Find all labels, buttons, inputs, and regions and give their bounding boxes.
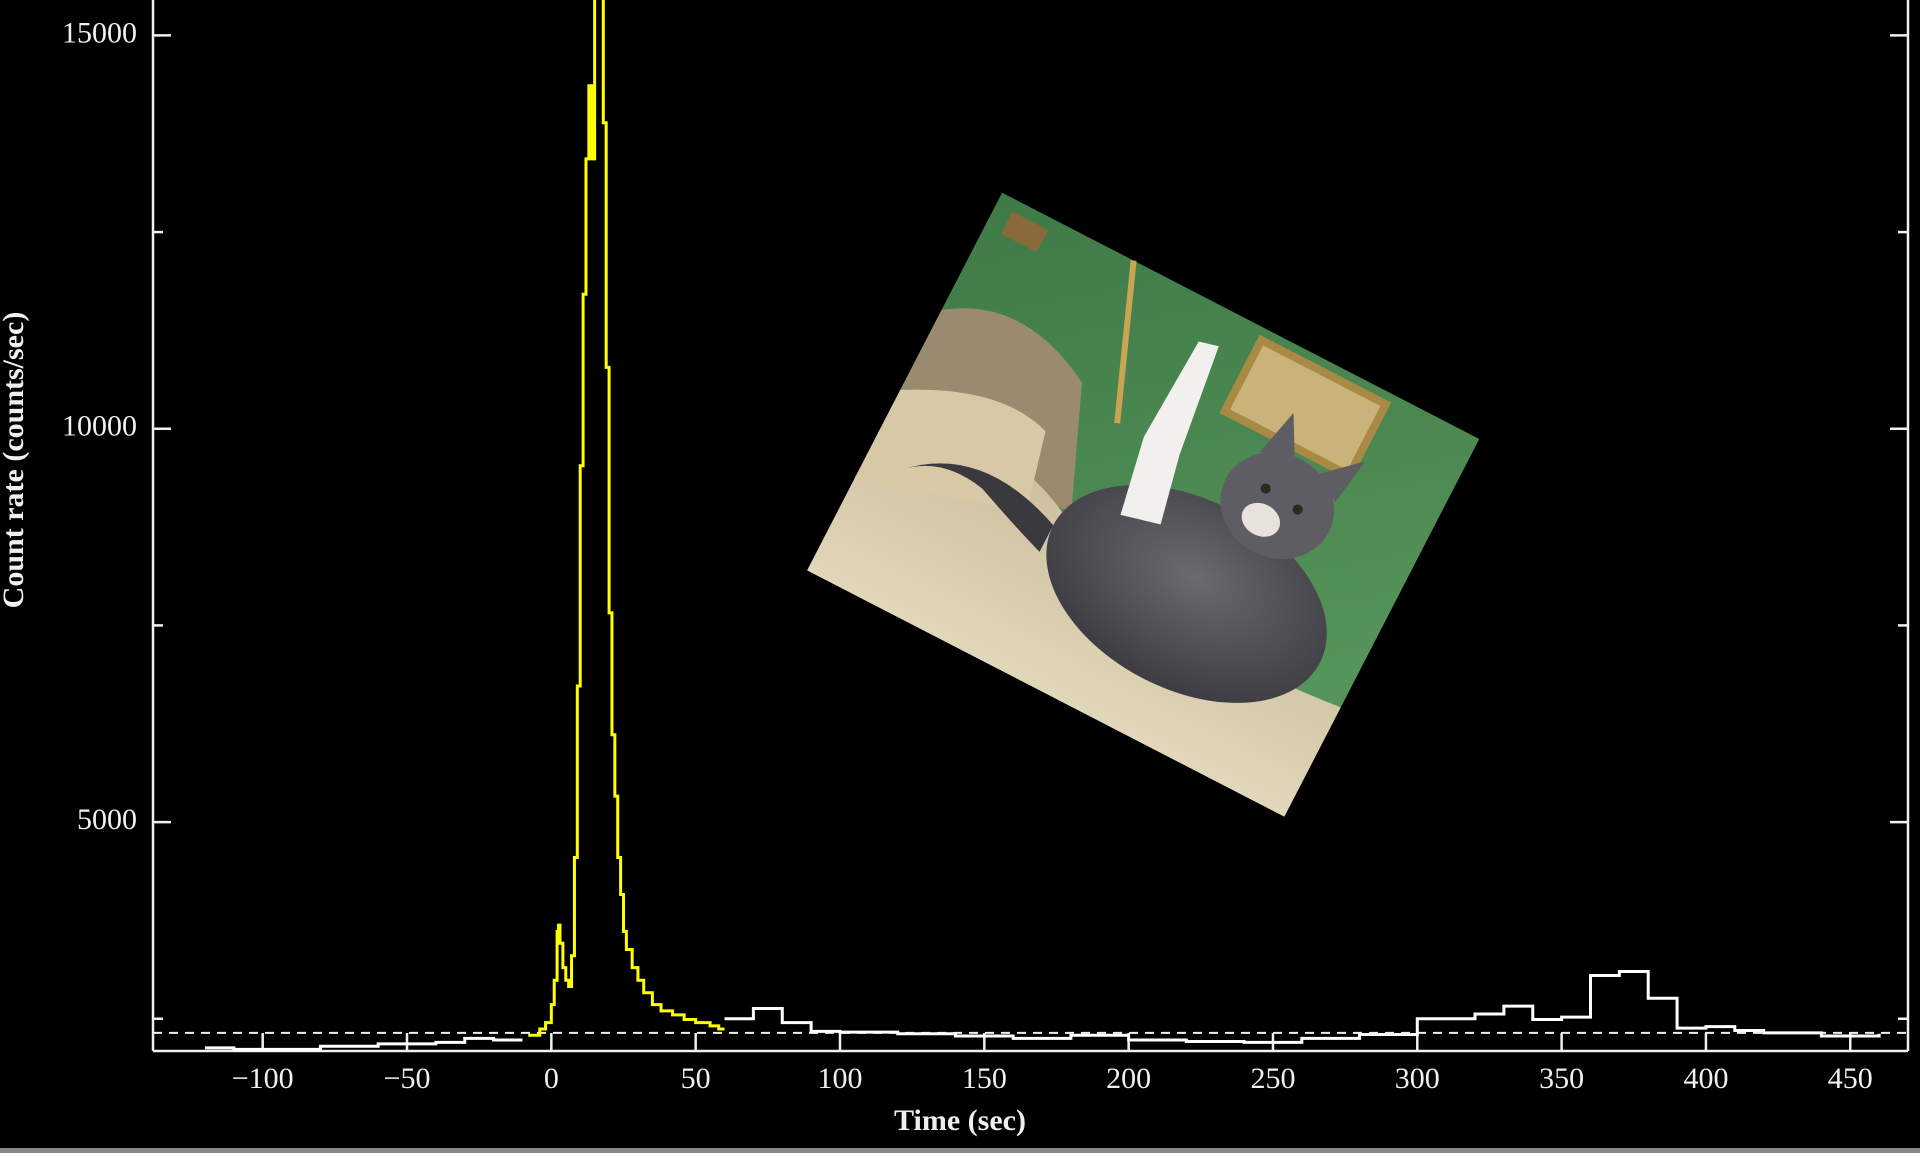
x-tick-label: 400 bbox=[1683, 1062, 1728, 1095]
x-tick-label: 250 bbox=[1250, 1062, 1295, 1095]
x-tick-label: 50 bbox=[681, 1062, 711, 1095]
x-tick-label: 300 bbox=[1395, 1062, 1440, 1095]
y-axis-label: Count rate (counts/sec) bbox=[0, 312, 30, 609]
light-curve bbox=[528, 0, 725, 1037]
x-tick-label: 450 bbox=[1828, 1062, 1873, 1095]
x-tick-label: −100 bbox=[232, 1062, 294, 1095]
light-curve bbox=[204, 970, 1881, 1051]
x-tick-label: 350 bbox=[1539, 1062, 1584, 1095]
y-tick-label: 10000 bbox=[62, 410, 137, 443]
cat-photo bbox=[807, 192, 1480, 817]
x-tick-label: −50 bbox=[384, 1062, 431, 1095]
y-tick-label: 5000 bbox=[77, 803, 137, 836]
x-tick-label: 0 bbox=[544, 1062, 559, 1095]
x-tick-label: 200 bbox=[1106, 1062, 1151, 1095]
x-tick-label: 150 bbox=[962, 1062, 1007, 1095]
y-tick-label: 15000 bbox=[62, 16, 137, 49]
x-axis-label: Time (sec) bbox=[894, 1104, 1026, 1137]
x-tick-label: 100 bbox=[817, 1062, 862, 1095]
bottom-border bbox=[0, 1148, 1920, 1153]
plot-area: 5000 10000 15000 −100 −50 0 50 100 150 200 250 300 3… bbox=[62, 0, 1910, 1095]
